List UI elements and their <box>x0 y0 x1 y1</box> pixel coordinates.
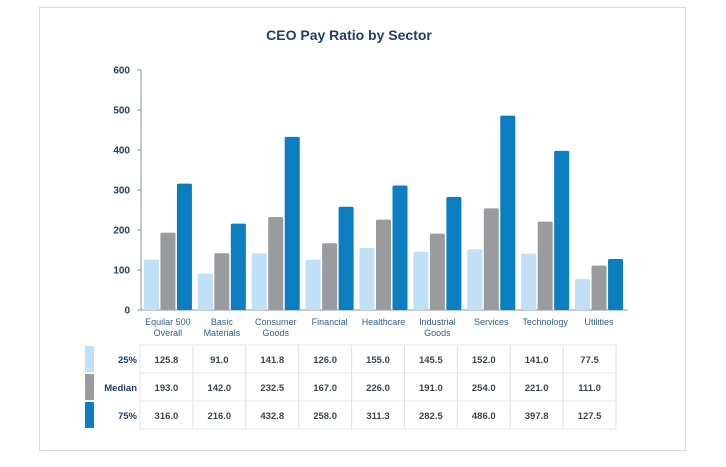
data-label: 125.8 <box>155 355 179 366</box>
data-label: 226.0 <box>366 383 390 394</box>
bar <box>483 208 499 310</box>
bar <box>554 150 570 310</box>
bar <box>284 136 300 310</box>
data-label: 167.0 <box>313 383 337 394</box>
data-label: 155.0 <box>366 355 390 366</box>
bar <box>376 219 391 310</box>
x-category-label: Services <box>474 317 509 327</box>
data-label: 91.0 <box>210 355 229 366</box>
data-label: 193.0 <box>155 383 179 394</box>
x-category-label: Industrial Goods <box>419 317 456 338</box>
legend-label: 25% <box>118 355 138 366</box>
x-category-label: Utilities <box>585 317 615 327</box>
data-label: 316.0 <box>155 411 179 422</box>
legend-label: Median <box>104 383 137 394</box>
data-label: 216.0 <box>207 411 231 422</box>
table-cell <box>562 400 617 430</box>
y-tick-label: 600 <box>113 66 130 77</box>
bar <box>429 233 445 310</box>
data-label: 254.0 <box>472 383 496 394</box>
chart-title: CEO Pay Ratio by Sector <box>266 27 432 43</box>
bar <box>251 253 267 310</box>
bar <box>305 259 321 310</box>
bar <box>176 183 192 310</box>
bar <box>338 206 354 310</box>
bar <box>392 185 408 310</box>
x-category-label: Consumer Goods <box>255 317 297 338</box>
data-label: 141.0 <box>525 355 549 366</box>
data-label: 152.0 <box>472 355 496 366</box>
y-tick-label: 200 <box>113 226 130 237</box>
x-category-label: Technology <box>522 317 568 327</box>
bar <box>591 265 607 310</box>
data-table: 25% 125.8 91.0 141.8 126.0 155.0 145.5 152.0 141… <box>85 344 617 430</box>
data-label: 311.3 <box>366 411 389 422</box>
data-label: 397.8 <box>525 411 549 422</box>
y-tick-label: 500 <box>113 106 130 117</box>
bar <box>143 259 159 310</box>
data-label: 486.0 <box>472 411 496 422</box>
bar <box>537 221 553 310</box>
y-tick-label: 100 <box>113 266 130 277</box>
bar <box>575 279 591 310</box>
data-label: 111.0 <box>578 383 601 394</box>
data-label: 77.5 <box>580 355 599 366</box>
y-tick-label: 0 <box>124 306 130 317</box>
x-category-label: Healthcare <box>362 317 406 327</box>
bar <box>359 248 375 310</box>
data-label: 191.0 <box>419 383 443 394</box>
data-label: 258.0 <box>313 411 337 422</box>
bar <box>446 197 462 310</box>
data-label: 141.8 <box>260 355 284 366</box>
bar <box>197 273 213 310</box>
bar <box>322 243 338 310</box>
bars <box>143 115 624 310</box>
bar <box>413 251 429 310</box>
bar <box>608 259 624 310</box>
data-label: 145.5 <box>419 355 443 366</box>
data-label: 142.0 <box>207 383 231 394</box>
data-label: 232.5 <box>260 383 284 394</box>
x-category-label: Financial <box>312 317 348 327</box>
bar <box>230 223 246 310</box>
bar <box>160 232 176 310</box>
bar <box>500 115 516 310</box>
bar <box>521 253 537 310</box>
legend-swatch <box>85 346 94 372</box>
legend-label: 75% <box>118 411 138 422</box>
bar <box>268 217 284 310</box>
data-label: 432.8 <box>260 411 284 422</box>
x-axis-labels: Equilar 500 Overall Basic Materials Consumer… <box>145 317 614 338</box>
data-label: 127.5 <box>578 411 602 422</box>
y-tick-label: 400 <box>113 146 130 157</box>
chart-frame <box>39 7 686 451</box>
y-tick-label: 300 <box>113 186 130 197</box>
legend-swatch <box>85 402 94 428</box>
data-label: 282.5 <box>419 411 443 422</box>
data-label: 126.0 <box>313 355 337 366</box>
legend-swatch <box>85 374 94 400</box>
bar <box>467 249 483 310</box>
x-category-label: Basic Materials <box>204 317 241 338</box>
x-category-label: Equilar 500 Overall <box>145 317 191 338</box>
bar <box>214 253 230 310</box>
data-label: 221.0 <box>525 383 549 394</box>
